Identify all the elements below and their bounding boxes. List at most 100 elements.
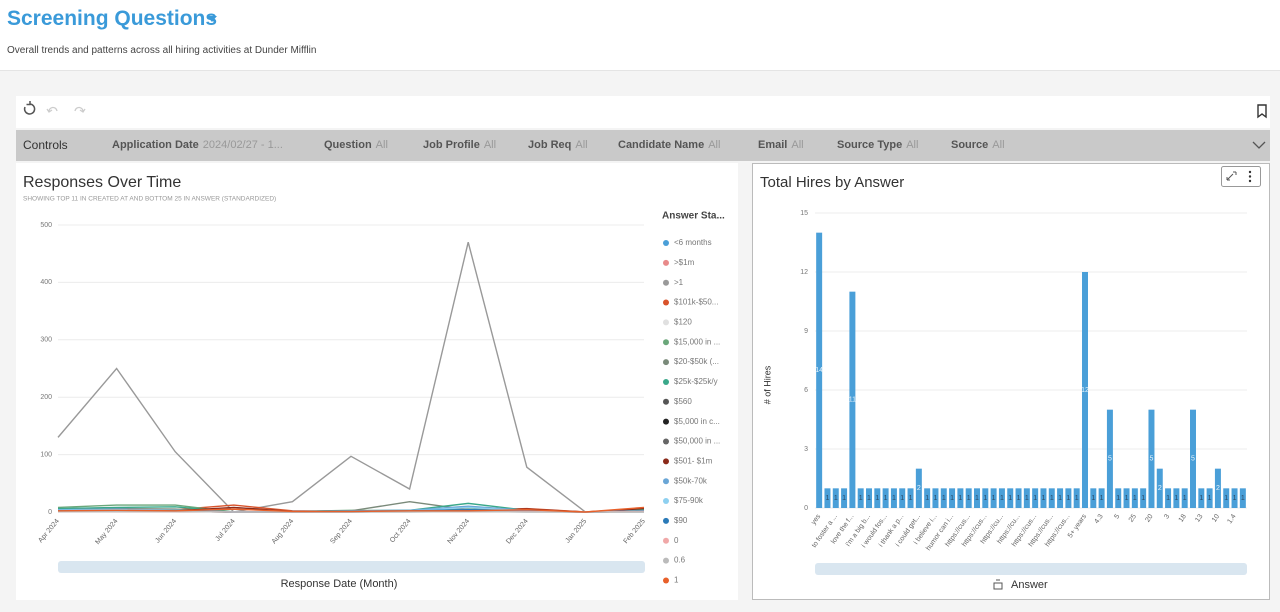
filter[interactable]: Job Profile All (423, 139, 496, 151)
bar-value-label: 2 (1158, 485, 1162, 492)
x-tick-label: Feb 2025 (623, 518, 647, 545)
series-line (57, 504, 645, 513)
y-tick-label: 9 (804, 328, 808, 335)
filter[interactable]: Source All (951, 139, 1005, 151)
bar (915, 468, 922, 508)
legend-label: $560 (674, 397, 692, 406)
bar (1223, 488, 1230, 508)
bar (824, 488, 831, 508)
undo-icon[interactable] (46, 106, 58, 113)
menu-dot[interactable] (1248, 175, 1252, 178)
toolbar (16, 96, 1270, 128)
bar (841, 488, 848, 508)
bar-value-label: 1 (925, 495, 929, 502)
legend-swatch (663, 319, 669, 326)
bar-value-label: 1 (875, 495, 879, 502)
bar-value-label: 1 (1008, 495, 1012, 502)
series-line (58, 510, 645, 513)
series-line (58, 509, 645, 513)
bar-value-label: 1 (1017, 495, 1021, 502)
redo-icon[interactable] (74, 106, 86, 113)
x-tick-label: 4.3 (1093, 513, 1104, 525)
legend-label: $501- $1m (674, 456, 713, 465)
scrollbar[interactable] (815, 563, 1247, 575)
bar-value-label: 1 (892, 495, 896, 502)
bar-value-label: 1 (1058, 495, 1062, 502)
bar-value-label: 1 (983, 495, 987, 502)
bar (1239, 488, 1246, 508)
scrollbar[interactable] (58, 561, 645, 573)
bar-value-label: 1 (1233, 495, 1237, 502)
x-tick-label: 1.4 (1226, 513, 1237, 525)
bar-value-label: 1 (834, 495, 838, 502)
bar-value-label: 1 (1100, 495, 1104, 502)
series-line (57, 506, 645, 513)
legend-swatch (663, 418, 669, 425)
series-line (58, 510, 645, 513)
bar (857, 488, 864, 508)
title-dropdown[interactable] (207, 16, 217, 22)
bar (1048, 488, 1055, 508)
filter-value: All (375, 139, 388, 151)
bar-value-label: 14 (815, 367, 823, 374)
bar (907, 488, 914, 508)
filter[interactable]: Candidate Name All (618, 139, 720, 151)
legend-swatch (663, 577, 669, 584)
bar (982, 488, 989, 508)
bookmark-icon[interactable] (1257, 104, 1267, 119)
x-tick-label: 25 (1128, 513, 1138, 523)
legend-label: <6 months (674, 238, 712, 247)
bar-value-label: 5 (1108, 456, 1112, 463)
x-tick-label: https://cus... (1011, 513, 1038, 548)
filter[interactable]: Email All (758, 139, 804, 151)
filter[interactable]: Question All (324, 139, 388, 151)
menu-dot[interactable] (1248, 179, 1252, 183)
bar (1156, 468, 1163, 508)
y-tick-label: 12 (800, 269, 808, 276)
filter[interactable]: Source Type All (837, 139, 918, 151)
bar-value-label: 1 (992, 495, 996, 502)
menu-dot[interactable] (1248, 170, 1252, 174)
legend-swatch (663, 240, 669, 246)
bar (832, 488, 839, 508)
x-tick-label: 3 (1163, 513, 1171, 520)
bar-value-label: 1 (859, 495, 863, 502)
x-tick-label: 13 (1194, 513, 1204, 523)
bar-value-label: 1 (1241, 495, 1245, 502)
bar (1106, 409, 1113, 508)
page-title[interactable]: Screening Questions (7, 7, 218, 30)
filter[interactable]: Job Req All (528, 139, 588, 151)
reset-icon[interactable] (23, 101, 36, 115)
bar-value-label: 1 (867, 495, 871, 502)
x-tick-label: i'm a big b... (845, 513, 872, 548)
bar (1123, 488, 1130, 508)
filter[interactable]: Application Date 2024/02/27 - 1... (112, 139, 283, 151)
bar-value-label: 5 (1150, 456, 1154, 463)
bar-value-label: 1 (1125, 495, 1129, 502)
bar-value-label: 1 (1166, 495, 1170, 502)
x-tick-label: https://cu... (980, 513, 1005, 545)
legend-swatch (663, 557, 669, 564)
x-axis-label: Response Date (Month) (281, 578, 398, 590)
expand-filters[interactable] (1252, 140, 1266, 150)
bar (965, 488, 972, 508)
bar-value-label: 1 (884, 495, 888, 502)
y-tick-label: 200 (40, 394, 52, 401)
legend-swatch (663, 438, 669, 445)
bar (1206, 488, 1213, 508)
bar (1165, 488, 1172, 508)
chart-actions[interactable] (1221, 166, 1261, 187)
bar (924, 488, 931, 508)
bar-value-label: 1 (934, 495, 938, 502)
filter-value: All (708, 139, 721, 151)
x-tick-label: 5+ years (1067, 513, 1089, 540)
y-tick-label: 3 (804, 446, 808, 453)
controls-button[interactable]: Controls (23, 138, 68, 152)
series-line (57, 505, 645, 513)
bar (1231, 488, 1238, 508)
bar-value-label: 5 (1191, 456, 1195, 463)
expand-icon[interactable] (1226, 171, 1237, 181)
filter-bar: Controls Application Date 2024/02/27 - 1.… (16, 130, 1270, 161)
series-line (58, 510, 645, 513)
